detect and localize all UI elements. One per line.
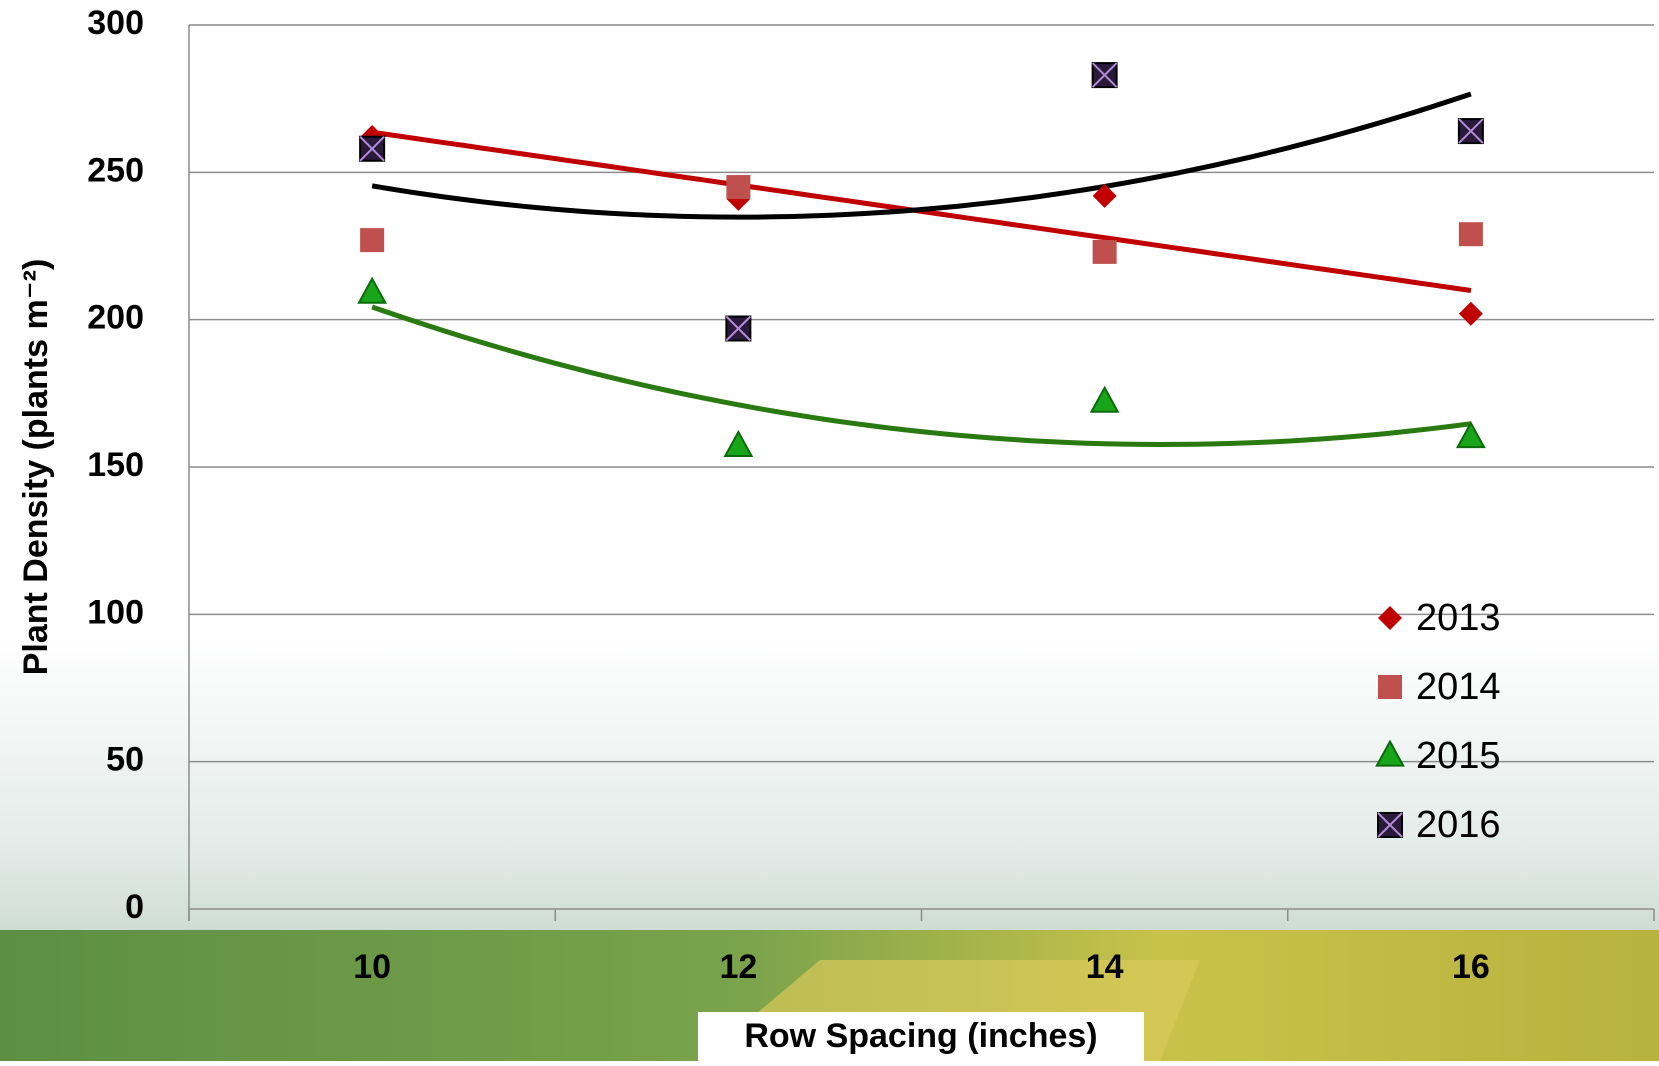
x-axis-label: Row Spacing (inches) — [744, 1017, 1097, 1055]
y-tick-label: 50 — [106, 741, 144, 779]
x-tick-label: 12 — [719, 948, 757, 986]
point — [1093, 240, 1117, 264]
x-tick-label: 16 — [1452, 948, 1490, 986]
y-axis-label: Plant Density (plants m⁻²) — [17, 259, 55, 676]
y-tick-label: 0 — [125, 888, 144, 926]
point — [726, 317, 750, 341]
y-tick-label: 300 — [87, 4, 144, 42]
y-tick-label: 250 — [87, 151, 144, 189]
chart: Row Spacing (inches) Plant Density (plan… — [0, 0, 1659, 1061]
y-tick-label: 150 — [87, 446, 144, 484]
page: Row Spacing (inches) Plant Density (plan… — [0, 0, 1659, 1061]
x-tick-label: 14 — [1086, 948, 1124, 986]
legend-label: 2013 — [1416, 597, 1501, 639]
legend-marker — [1378, 813, 1402, 837]
legend-marker — [1378, 675, 1402, 699]
x-tick-label: 10 — [353, 948, 391, 986]
legend-label: 2015 — [1416, 735, 1501, 777]
point — [360, 137, 384, 161]
point — [360, 228, 384, 252]
legend-label: 2016 — [1416, 804, 1501, 846]
y-tick-label: 200 — [87, 299, 144, 337]
y-tick-label: 100 — [87, 593, 144, 631]
legend-label: 2014 — [1416, 666, 1501, 708]
point — [1459, 222, 1483, 246]
background — [0, 0, 1659, 1061]
point — [1459, 119, 1483, 143]
point — [1093, 63, 1117, 87]
point — [726, 175, 750, 199]
